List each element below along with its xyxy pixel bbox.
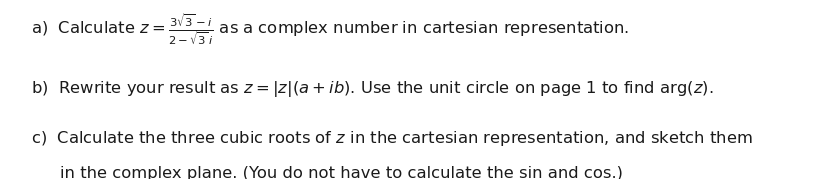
Text: c)  Calculate the three cubic roots of $z$ in the cartesian representation, and : c) Calculate the three cubic roots of $z… xyxy=(31,129,753,148)
Text: in the complex plane. (You do not have to calculate the sin and cos.): in the complex plane. (You do not have t… xyxy=(60,166,623,179)
Text: a)  Calculate $z = \frac{3\sqrt{3}-i}{2-\sqrt{3}\,i}$ as a complex number in car: a) Calculate $z = \frac{3\sqrt{3}-i}{2-\… xyxy=(31,13,629,48)
Text: b)  Rewrite your result as $z = |z|(a + ib)$. Use the unit circle on page 1 to f: b) Rewrite your result as $z = |z|(a + i… xyxy=(31,79,713,99)
